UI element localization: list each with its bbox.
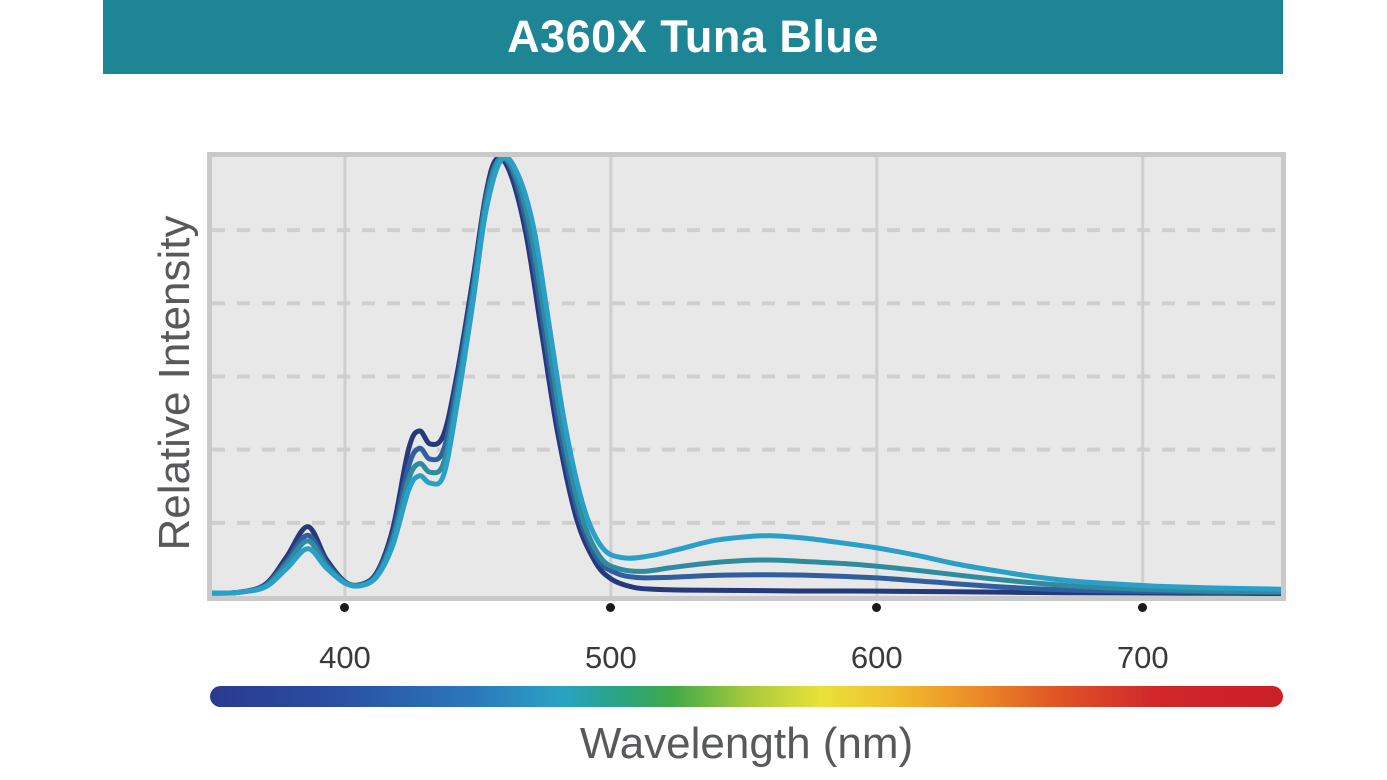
title-bar: A360X Tuna Blue xyxy=(103,0,1283,74)
spectrum-curve-cyan xyxy=(212,157,1281,596)
x-tick-dot xyxy=(340,603,350,612)
x-axis-label: Wavelength (nm) xyxy=(579,719,914,768)
y-axis-label: Relative Intensity xyxy=(150,215,199,551)
wavelength-spectrum-bar xyxy=(210,686,1283,707)
x-tick-dot xyxy=(606,603,616,612)
x-tick-dot xyxy=(872,603,882,612)
page-title: A360X Tuna Blue xyxy=(507,11,879,62)
x-tick-label: 600 xyxy=(850,640,903,675)
plot-area xyxy=(207,152,1286,601)
spectrum-curves-svg xyxy=(212,157,1281,596)
x-tick-label: 700 xyxy=(1116,640,1169,675)
x-tick-label: 400 xyxy=(319,640,371,675)
x-tick-label: 500 xyxy=(585,640,637,675)
x-tick-dot xyxy=(1138,603,1148,612)
